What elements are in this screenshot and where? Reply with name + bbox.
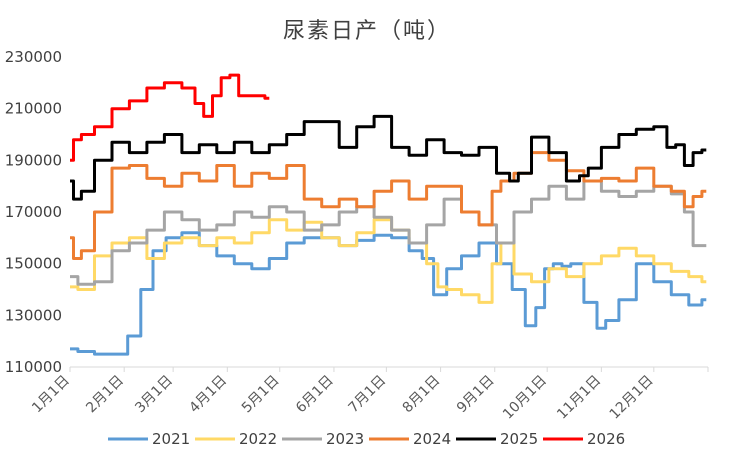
legend-label-2021: 2021 <box>152 430 190 448</box>
y-tick-label: 170000 <box>5 203 62 221</box>
x-tick-label: 6月1日 <box>293 373 337 417</box>
legend-label-2026: 2026 <box>587 430 625 448</box>
x-tick-label: 8月1日 <box>400 373 444 417</box>
x-tick-label: 7月1日 <box>345 373 389 417</box>
x-tick-label: 11月1日 <box>554 373 604 423</box>
x-tick-label: 2月1日 <box>83 373 127 417</box>
y-tick-label: 130000 <box>5 306 62 324</box>
chart-title: 尿素日产（吨） <box>283 19 451 44</box>
series-line-2026 <box>70 73 270 162</box>
x-axis: 1月1日 2月1日 3月1日 4月1日 5月1日 6月1日 7月1日 8月1日 9月1日 10月1… <box>29 366 709 423</box>
legend-label-2023: 2023 <box>326 430 364 448</box>
y-tick-label: 190000 <box>5 151 62 169</box>
y-axis: 110000 130000 150000 170000 190000 210000 2300… <box>5 48 62 376</box>
series-line-2022 <box>70 218 707 304</box>
y-tick-label: 210000 <box>5 100 62 118</box>
x-tick-label: 5月1日 <box>239 373 283 417</box>
x-tick-label: 1月1日 <box>29 373 73 417</box>
x-tick-label: 9月1日 <box>454 373 498 417</box>
series-line-2024 <box>70 151 707 260</box>
x-tick-label: 4月1日 <box>186 373 230 417</box>
legend-label-2022: 2022 <box>239 430 277 448</box>
series-line-2025 <box>70 114 707 201</box>
x-tick-label: 12月1日 <box>607 373 657 423</box>
y-tick-label: 230000 <box>5 48 62 66</box>
series-line-2023 <box>70 179 707 286</box>
y-tick-label: 110000 <box>5 358 62 376</box>
x-tick-label: 3月1日 <box>132 373 176 417</box>
legend-label-2024: 2024 <box>413 430 451 448</box>
x-tick-label: 10月1日 <box>500 373 550 423</box>
legend-label-2025: 2025 <box>500 430 538 448</box>
y-tick-label: 150000 <box>5 255 62 273</box>
legend: 2021 2022 2023 2024 2025 2026 <box>108 430 625 448</box>
series-layer <box>70 73 707 356</box>
